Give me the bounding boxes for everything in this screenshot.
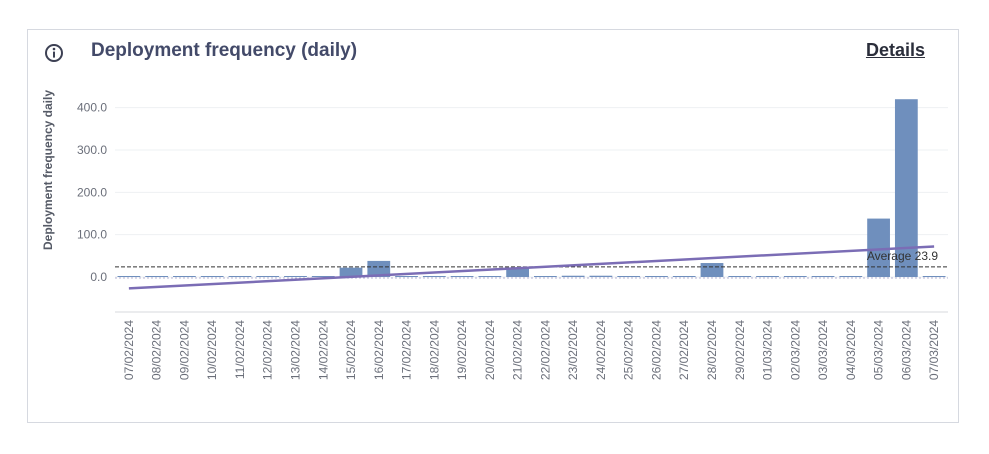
bar[interactable] [867, 218, 890, 277]
x-tick-label: 16/02/2024 [372, 320, 386, 380]
x-tick-label: 18/02/2024 [427, 320, 441, 380]
bar[interactable] [700, 263, 724, 277]
x-tick-label: 01/03/2024 [761, 320, 775, 380]
bar[interactable] [173, 276, 196, 277]
y-tick-label: 200.0 [77, 185, 107, 199]
y-tick-label: 0.0 [90, 270, 107, 284]
x-tick-label: 22/02/2024 [538, 320, 552, 380]
bar[interactable] [561, 275, 585, 277]
trend-line [128, 245, 935, 290]
bar[interactable] [145, 276, 169, 277]
x-tick-label: 07/03/2024 [927, 320, 941, 380]
x-tick-label: 07/02/2024 [122, 320, 136, 380]
bar[interactable] [811, 276, 835, 277]
x-tick-label: 02/03/2024 [788, 320, 802, 380]
grid-lines [115, 107, 948, 278]
x-tick-label: 25/02/2024 [622, 320, 636, 380]
bar[interactable] [894, 99, 918, 278]
bar[interactable] [200, 276, 224, 277]
bar[interactable] [478, 276, 502, 277]
x-tick-label: 13/02/2024 [288, 320, 302, 380]
bar[interactable] [672, 276, 696, 277]
bar[interactable] [922, 276, 946, 277]
info-icon[interactable] [44, 43, 64, 63]
bar[interactable] [395, 276, 418, 277]
chart-title: Deployment frequency (daily) [91, 40, 358, 61]
trend-line-group [128, 245, 935, 290]
x-tick-label: 26/02/2024 [649, 320, 663, 380]
x-tick-label: 28/02/2024 [705, 320, 719, 380]
x-tick-label: 17/02/2024 [400, 320, 414, 380]
bar[interactable] [506, 268, 530, 277]
deployment-frequency-card: Deployment frequency (daily) Details 0.0… [27, 29, 959, 423]
bar[interactable] [284, 276, 307, 277]
bar[interactable] [728, 276, 752, 277]
x-tick-label: 23/02/2024 [566, 320, 580, 380]
bar[interactable] [839, 276, 863, 277]
y-axis: 0.0 100.0 200.0 300.0 400.0 [77, 101, 107, 284]
x-axis: 07/02/2024 08/02/2024 09/02/2024 10/02/2024… [115, 311, 948, 380]
x-tick-label: 15/02/2024 [344, 320, 358, 380]
bar[interactable] [645, 276, 668, 277]
bar[interactable] [533, 276, 557, 277]
y-tick-label: 400.0 [77, 101, 107, 115]
x-tick-label: 06/03/2024 [899, 320, 913, 380]
bar[interactable] [117, 276, 141, 277]
x-tick-label: 27/02/2024 [677, 320, 691, 380]
x-tick-label: 24/02/2024 [594, 320, 608, 380]
x-tick-label: 12/02/2024 [261, 320, 275, 380]
bar[interactable] [617, 276, 641, 277]
x-tick-label: 05/03/2024 [872, 320, 886, 380]
details-link[interactable]: Details [865, 40, 925, 60]
bar-chart: 0.0 100.0 200.0 300.0 400.0 Deployment frequ… [41, 90, 948, 380]
x-tick-label: 14/02/2024 [316, 320, 330, 380]
x-tick-label: 20/02/2024 [483, 320, 497, 380]
bar[interactable] [367, 260, 391, 277]
y-axis-label: Deployment frequency daily [41, 90, 55, 250]
bar[interactable] [756, 276, 779, 277]
y-tick-label: 100.0 [77, 228, 107, 242]
x-tick-label: 11/02/2024 [233, 320, 247, 379]
y-tick-label: 300.0 [77, 143, 107, 157]
bar[interactable] [422, 276, 446, 277]
bars [117, 99, 946, 278]
average-label: Average 23.9 [867, 249, 938, 263]
x-tick-label: 10/02/2024 [205, 320, 219, 380]
bar[interactable] [450, 276, 474, 277]
x-tick-label: 03/03/2024 [816, 320, 830, 380]
x-tick-label: 09/02/2024 [177, 320, 191, 380]
x-tick-label: 29/02/2024 [733, 320, 747, 380]
x-tick-label: 21/02/2024 [511, 320, 525, 380]
bar[interactable] [256, 276, 280, 277]
bar[interactable] [783, 276, 807, 277]
bar[interactable] [339, 267, 363, 277]
x-tick-label: 08/02/2024 [150, 320, 164, 380]
x-tick-label: 19/02/2024 [455, 320, 469, 380]
bar[interactable] [589, 275, 613, 277]
bar[interactable] [228, 276, 252, 277]
x-tick-label: 04/03/2024 [844, 320, 858, 380]
bar[interactable] [311, 276, 335, 277]
